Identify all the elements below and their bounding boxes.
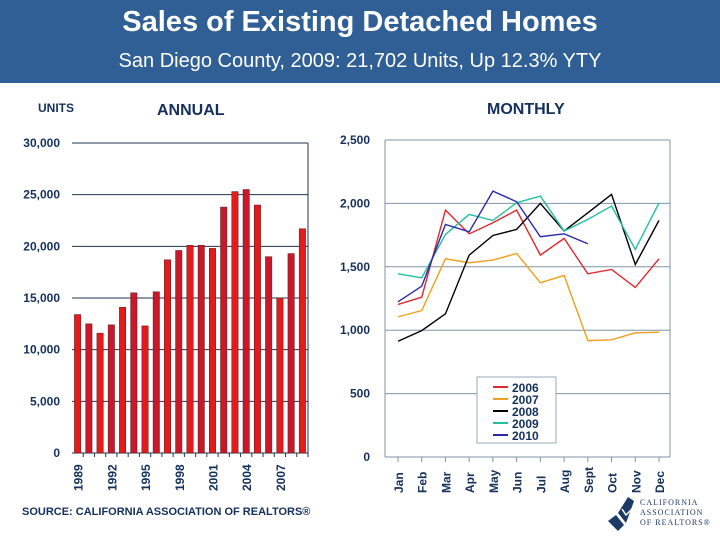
slide-subtitle: San Diego County, 2009: 21,702 Units, Up… xyxy=(118,50,602,72)
bar-1991 xyxy=(96,332,104,454)
y-tick-label: 2,000 xyxy=(340,196,370,210)
units-label: UNITS xyxy=(38,101,74,115)
x-tick-label: 2004 xyxy=(240,464,254,491)
bar-1994 xyxy=(130,292,138,454)
y-tick-label: 20,000 xyxy=(23,239,60,253)
legend-label-2010: 2010 xyxy=(512,429,539,443)
bar-2001 xyxy=(209,248,216,454)
x-tick-label-Oct: Oct xyxy=(606,473,620,493)
x-tick-label-Mar: Mar xyxy=(439,471,453,493)
x-tick-label-Jul: Jul xyxy=(534,476,548,493)
x-tick-label-May: May xyxy=(487,469,501,493)
series-line-2006 xyxy=(397,208,660,306)
bar-2000 xyxy=(197,245,205,454)
logo-line-1: CALIFORNIA xyxy=(640,498,699,507)
bar-2002 xyxy=(220,206,228,454)
source-note: SOURCE: CALIFORNIA ASSOCIATION OF REALTO… xyxy=(22,506,311,518)
y-tick-label: 25,000 xyxy=(23,188,60,202)
annual-chart-title: ANNUAL xyxy=(157,102,225,119)
x-tick-label: 1992 xyxy=(105,464,119,491)
bar-2005 xyxy=(253,204,261,454)
y-tick-label: 30,000 xyxy=(23,136,60,150)
y-tick-label: 500 xyxy=(350,387,370,401)
legend-box xyxy=(476,376,557,444)
series-line-2009 xyxy=(397,195,660,279)
x-tick-label-Aug: Aug xyxy=(558,470,572,493)
x-tick-label: 1998 xyxy=(173,464,187,491)
x-tick-label-Apr: Apr xyxy=(463,472,477,493)
bar-1997 xyxy=(164,259,171,454)
x-tick-label-Sept: Sept xyxy=(582,467,596,493)
bar-2006 xyxy=(265,256,273,454)
bar-1996 xyxy=(152,291,160,454)
car-logo-icon xyxy=(608,497,635,531)
x-tick-label-Dec: Dec xyxy=(653,471,667,493)
bar-2003 xyxy=(231,191,239,454)
y-tick-label: 2,500 xyxy=(340,133,370,147)
bar-2008 xyxy=(287,253,295,454)
x-tick-label-Nov: Nov xyxy=(629,470,643,493)
y-tick-label: 0 xyxy=(53,446,60,460)
x-tick-label: 1995 xyxy=(139,464,153,491)
header-band: Sales of Existing Detached Homes San Die… xyxy=(0,0,720,83)
y-tick-label: 15,000 xyxy=(23,291,60,305)
x-tick-label: 2007 xyxy=(274,464,288,491)
bar-1993 xyxy=(119,307,127,454)
legend-label-2006: 2006 xyxy=(512,381,539,395)
x-tick-label-Jan: Jan xyxy=(392,472,406,493)
logo-line-3: OF REALTORS® xyxy=(640,518,711,527)
series-line-2010 xyxy=(397,190,589,303)
bar-1999 xyxy=(186,245,194,454)
y-tick-label: 1,000 xyxy=(340,323,370,337)
legend-label-2007: 2007 xyxy=(512,393,539,407)
monthly-chart-title: MONTHLY xyxy=(487,101,565,118)
y-tick-label: 5,000 xyxy=(30,394,60,408)
bar-2007 xyxy=(276,297,284,454)
bar-1995 xyxy=(141,325,149,454)
x-tick-label-Feb: Feb xyxy=(416,472,430,493)
y-tick-label: 1,500 xyxy=(340,260,370,274)
legend-label-2009: 2009 xyxy=(512,417,539,431)
logo-line-2: ASSOCIATION xyxy=(640,508,704,517)
bar-1998 xyxy=(175,250,183,454)
y-tick-label: 10,000 xyxy=(23,343,60,357)
x-tick-label: 1989 xyxy=(72,464,86,491)
series-line-2008 xyxy=(397,193,660,342)
car-logo: CALIFORNIA ASSOCIATION OF REALTORS® xyxy=(604,495,714,535)
bar-1992 xyxy=(107,324,115,454)
bar-1989 xyxy=(74,314,82,454)
y-tick-label: 0 xyxy=(363,450,370,464)
bar-2009 xyxy=(298,228,306,454)
x-tick-label: 2001 xyxy=(206,464,220,491)
bar-2004 xyxy=(242,189,250,454)
series-line-2007 xyxy=(397,252,660,342)
bar-1990 xyxy=(85,323,93,454)
x-tick-label-Jun: Jun xyxy=(511,472,525,493)
slide-title: Sales of Existing Detached Homes xyxy=(122,6,598,38)
legend-label-2008: 2008 xyxy=(512,405,539,419)
